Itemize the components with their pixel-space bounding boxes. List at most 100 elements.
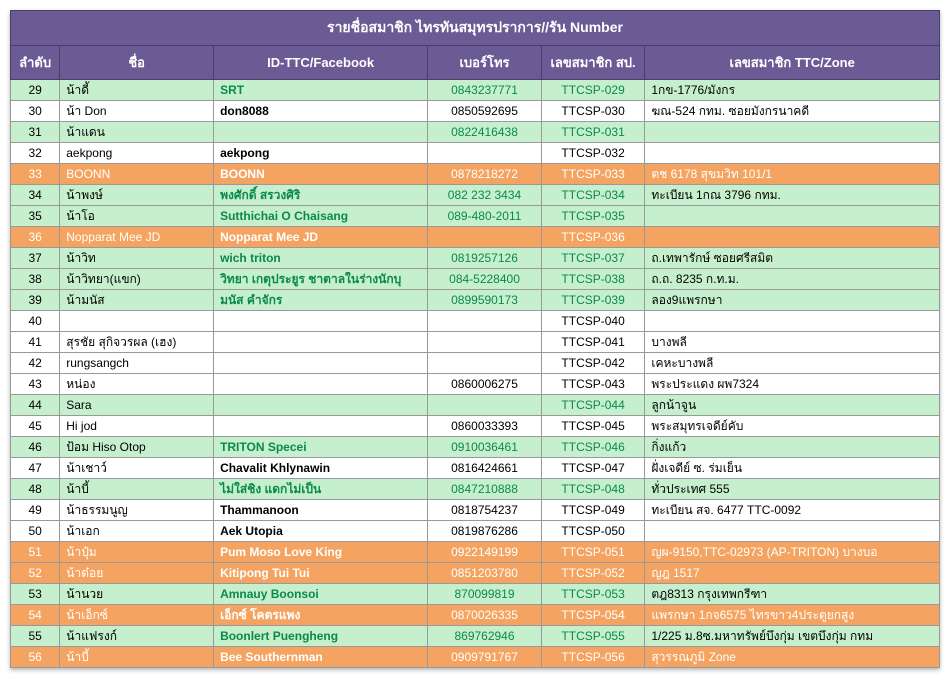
- table-row: 43หน่อง0860006275TTCSP-043พระประแดง ผพ73…: [11, 374, 940, 395]
- cell-phone: 0818754237: [428, 500, 542, 521]
- cell-seq: 44: [11, 395, 60, 416]
- cell-zone: กิ่งแก้ว: [645, 437, 940, 458]
- table-row: 37น้าวิทwich triton0819257126TTCSP-037ถ.…: [11, 248, 940, 269]
- cell-seq: 37: [11, 248, 60, 269]
- cell-zone: ถ.เทพารักษ์ ซอยศรีสมิต: [645, 248, 940, 269]
- cell-zone: ฆณ-524 กทม. ซอยมังกรนาคดี: [645, 101, 940, 122]
- cell-seq: 30: [11, 101, 60, 122]
- cell-seq: 40: [11, 311, 60, 332]
- cell-phone: 0860006275: [428, 374, 542, 395]
- cell-phone: 089-480-2011: [428, 206, 542, 227]
- cell-seq: 46: [11, 437, 60, 458]
- cell-phone: 0860033393: [428, 416, 542, 437]
- cell-name: น้าแฟรงก์: [60, 626, 214, 647]
- table-row: 31น้าแดน0822416438TTCSP-031: [11, 122, 940, 143]
- cell-id: มนัส คำจักร: [214, 290, 428, 311]
- table-row: 55น้าแฟรงก์Boonlert Puengheng869762946TT…: [11, 626, 940, 647]
- table-row: 46ป้อม Hiso OtopTRITON Specei0910036461T…: [11, 437, 940, 458]
- cell-seq: 38: [11, 269, 60, 290]
- cell-id: [214, 311, 428, 332]
- cell-seq: 49: [11, 500, 60, 521]
- cell-phone: 0822416438: [428, 122, 542, 143]
- cell-code: TTCSP-050: [541, 521, 645, 542]
- cell-phone: 0878218272: [428, 164, 542, 185]
- cell-code: TTCSP-032: [541, 143, 645, 164]
- cell-id: don8088: [214, 101, 428, 122]
- cell-zone: ญฎ 1517: [645, 563, 940, 584]
- table-row: 35น้าโอSutthichai O Chaisang089-480-2011…: [11, 206, 940, 227]
- cell-id: Thammanoon: [214, 500, 428, 521]
- cell-name: น้าแดน: [60, 122, 214, 143]
- cell-zone: [645, 227, 940, 248]
- col-zone: เลขสมาชิก TTC/Zone: [645, 46, 940, 80]
- table-title: รายชื่อสมาชิก ไทรทันสมุทรปราการ//รัน Num…: [11, 11, 940, 46]
- col-name: ชื่อ: [60, 46, 214, 80]
- cell-zone: บางพลี: [645, 332, 940, 353]
- cell-code: TTCSP-040: [541, 311, 645, 332]
- cell-seq: 43: [11, 374, 60, 395]
- table-row: 41สุรชัย สุกิจวรผล (เฮง)TTCSP-041บางพลี: [11, 332, 940, 353]
- cell-code: TTCSP-035: [541, 206, 645, 227]
- cell-name: น้าปุ๋ม: [60, 542, 214, 563]
- cell-zone: [645, 521, 940, 542]
- cell-id: Nopparat Mee JD: [214, 227, 428, 248]
- cell-zone: 1/225 ม.8ซ.มหาทรัพย์บึงกุ่ม เขตบึงกุ่ม ก…: [645, 626, 940, 647]
- table-row: 36Nopparat Mee JDNopparat Mee JDTTCSP-03…: [11, 227, 940, 248]
- cell-name: น้ามนัส: [60, 290, 214, 311]
- table-row: 39น้ามนัสมนัส คำจักร0899590173TTCSP-039ล…: [11, 290, 940, 311]
- cell-seq: 41: [11, 332, 60, 353]
- cell-code: TTCSP-047: [541, 458, 645, 479]
- col-code: เลขสมาชิก สป.: [541, 46, 645, 80]
- cell-phone: [428, 227, 542, 248]
- cell-seq: 32: [11, 143, 60, 164]
- cell-zone: ทั่วประเทศ 555: [645, 479, 940, 500]
- cell-name: aekpong: [60, 143, 214, 164]
- cell-phone: 869762946: [428, 626, 542, 647]
- cell-code: TTCSP-046: [541, 437, 645, 458]
- col-id: ID-TTC/Facebook: [214, 46, 428, 80]
- table-row: 56น้าบี้Bee Southernman0909791767TTCSP-0…: [11, 647, 940, 668]
- cell-seq: 52: [11, 563, 60, 584]
- cell-zone: เคหะบางพลี: [645, 353, 940, 374]
- cell-id: [214, 395, 428, 416]
- cell-id: Kitipong Tui Tui: [214, 563, 428, 584]
- cell-seq: 47: [11, 458, 60, 479]
- cell-seq: 51: [11, 542, 60, 563]
- cell-name: น้า Don: [60, 101, 214, 122]
- cell-zone: ตช 6178 สุขมวิท 101/1: [645, 164, 940, 185]
- cell-code: TTCSP-033: [541, 164, 645, 185]
- cell-zone: ทะเบียน 1กณ 3796 กทม.: [645, 185, 940, 206]
- table-row: 52น้าด๋อยKitipong Tui Tui0851203780TTCSP…: [11, 563, 940, 584]
- cell-code: TTCSP-034: [541, 185, 645, 206]
- table-row: 44SaraTTCSP-044ลูกน้าจูน: [11, 395, 940, 416]
- cell-seq: 31: [11, 122, 60, 143]
- cell-code: TTCSP-045: [541, 416, 645, 437]
- cell-id: TRITON Specei: [214, 437, 428, 458]
- cell-phone: [428, 395, 542, 416]
- cell-zone: ญผ-9150,TTC-02973 (AP-TRITON) บางบอ: [645, 542, 940, 563]
- cell-phone: 0870026335: [428, 605, 542, 626]
- cell-code: TTCSP-049: [541, 500, 645, 521]
- cell-name: น้าพงษ์: [60, 185, 214, 206]
- cell-code: TTCSP-056: [541, 647, 645, 668]
- table-row: 30น้า Dondon80880850592695TTCSP-030ฆณ-52…: [11, 101, 940, 122]
- cell-id: Sutthichai O Chaisang: [214, 206, 428, 227]
- table-row: 48น้าบี้ไม่ใส่ชิง แดกไม่เป็น0847210888TT…: [11, 479, 940, 500]
- cell-code: TTCSP-038: [541, 269, 645, 290]
- cell-phone: 084-5228400: [428, 269, 542, 290]
- cell-phone: [428, 311, 542, 332]
- cell-phone: 0909791767: [428, 647, 542, 668]
- cell-zone: ลอง9แพรกษา: [645, 290, 940, 311]
- cell-name: น้าเชาว์: [60, 458, 214, 479]
- cell-zone: ฝั่งเจดีย์ ซ. ร่มเย็น: [645, 458, 940, 479]
- table-row: 54น้าเอ็กซ์เอ็กซ์ โคตรแพง0870026335TTCSP…: [11, 605, 940, 626]
- cell-name: น้าดี้: [60, 80, 214, 101]
- cell-code: TTCSP-052: [541, 563, 645, 584]
- cell-name: น้าธรรมนูญ: [60, 500, 214, 521]
- cell-code: TTCSP-051: [541, 542, 645, 563]
- cell-id: Chavalit Khlynawin: [214, 458, 428, 479]
- cell-name: สุรชัย สุกิจวรผล (เฮง): [60, 332, 214, 353]
- cell-seq: 42: [11, 353, 60, 374]
- table-row: 47น้าเชาว์Chavalit Khlynawin0816424661TT…: [11, 458, 940, 479]
- cell-zone: [645, 311, 940, 332]
